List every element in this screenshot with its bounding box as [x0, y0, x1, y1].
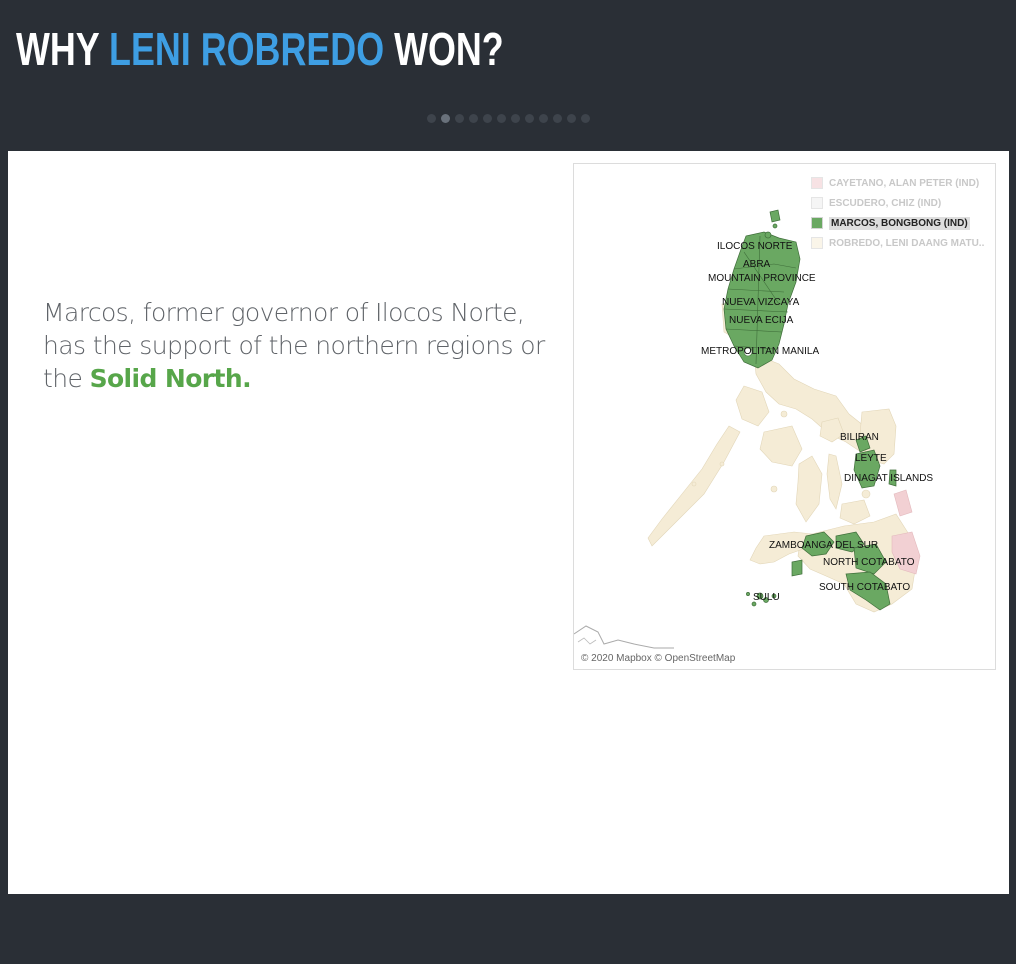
map-canvas[interactable]	[574, 164, 996, 670]
story-caption: Marcos, former governor of Ilocos Norte,…	[43, 296, 553, 395]
panay-island	[759, 425, 803, 467]
story-panel: Marcos, former governor of Ilocos Norte,…	[8, 151, 1009, 894]
legend-swatch	[811, 177, 823, 189]
story-point-dot[interactable]	[483, 114, 492, 123]
south-cotabato-province	[845, 571, 891, 611]
story-highlight: Solid North.	[89, 364, 252, 393]
label-dinagat-islands: DINAGAT ISLANDS	[844, 473, 934, 484]
title-prefix: WHY	[16, 23, 110, 75]
siargao-island	[861, 489, 871, 499]
story-point-dot[interactable]	[497, 114, 506, 123]
dinagat-province	[888, 469, 897, 487]
north-cotabato-province	[853, 543, 887, 575]
label-biliran: BILIRAN	[840, 432, 879, 443]
story-point-dot[interactable]	[553, 114, 562, 123]
cebu-island	[826, 453, 843, 510]
borneo-coastline	[577, 637, 597, 645]
zamboanga-del-sur-province	[801, 531, 835, 557]
label-north-cotabato: NORTH COTABATO	[823, 557, 915, 568]
legend-label: CAYETANO, ALAN PETER (IND)	[829, 177, 980, 189]
map-legend[interactable]: CAYETANO, ALAN PETER (IND) ESCUDERO, CHIZ…	[811, 173, 984, 253]
border-line	[727, 288, 785, 293]
zamboanga-tip-province	[791, 559, 803, 577]
province-borders	[723, 235, 797, 365]
romblon-island	[780, 410, 788, 418]
border-line	[723, 308, 789, 313]
story-point-dot[interactable]	[469, 114, 478, 123]
legend-swatch	[811, 237, 823, 249]
label-nueva-vizcaya: NUEVA VIZCAYA	[722, 297, 800, 308]
map-attribution[interactable]: © 2020 Mapbox © OpenStreetMap	[581, 653, 736, 664]
sulu-island-3	[751, 601, 757, 607]
guimaras-island	[770, 485, 778, 493]
cuyo-island	[719, 461, 725, 467]
story-point-dot[interactable]	[441, 114, 450, 123]
label-south-cotabato: SOUTH COTABATO	[819, 582, 911, 593]
manila-marker	[743, 347, 753, 357]
story-point-dot[interactable]	[539, 114, 548, 123]
surigao-del-sur	[893, 489, 913, 517]
sulu-island-4	[771, 593, 777, 599]
sulu-island-5	[746, 592, 750, 596]
story-point-dot[interactable]	[427, 114, 436, 123]
label-metropolitan-manila: METROPOLITAN MANILA	[701, 346, 820, 357]
philippines-election-map[interactable]: CAYETANO, ALAN PETER (IND) ESCUDERO, CHIZ…	[573, 163, 996, 670]
story-point-dot[interactable]	[455, 114, 464, 123]
sulu-island-1	[756, 592, 764, 600]
legend-label: MARCOS, BONGBONG (IND)	[829, 216, 970, 230]
legend-label: ROBREDO, LENI DAANG MATU..	[829, 237, 985, 249]
header: WHY LENI ROBREDO WON?	[0, 0, 1016, 150]
biliran-province	[855, 435, 871, 453]
story-point-dot[interactable]	[567, 114, 576, 123]
legend-item[interactable]: ESCUDERO, CHIZ (IND)	[811, 193, 984, 213]
mindoro-island	[735, 385, 770, 427]
legend-label: ESCUDERO, CHIZ (IND)	[829, 197, 942, 209]
label-leyte: LEYTE	[855, 453, 887, 464]
title-highlight: LENI ROBREDO	[109, 23, 385, 75]
babuyan-islands	[769, 209, 781, 223]
legend-item[interactable]: CAYETANO, ALAN PETER (IND)	[811, 173, 984, 193]
sulu-island-2	[763, 597, 769, 603]
page-title: WHY LENI ROBREDO WON?	[16, 22, 504, 76]
legend-swatch	[811, 217, 823, 229]
borneo-coastline	[574, 625, 674, 649]
border-line	[755, 235, 761, 365]
bohol-island	[839, 499, 871, 525]
border-line	[743, 251, 780, 305]
label-nueva-ecija: NUEVA ECIJA	[729, 315, 794, 326]
calamian-island	[691, 481, 697, 487]
border-line	[733, 263, 797, 270]
story-text: Marcos, former governor of Ilocos Norte,…	[43, 298, 545, 393]
legend-swatch	[811, 197, 823, 209]
negros-island	[795, 455, 823, 523]
label-ilocos-norte: ILOCOS NORTE	[717, 241, 793, 252]
legend-item[interactable]: ROBREDO, LENI DAANG MATU..	[811, 233, 984, 253]
story-point-dot[interactable]	[525, 114, 534, 123]
story-point-dot[interactable]	[511, 114, 520, 123]
title-suffix: WON?	[384, 23, 504, 75]
story-point-navigator	[427, 114, 590, 123]
legend-item[interactable]: MARCOS, BONGBONG (IND)	[811, 213, 984, 233]
label-zamboanga-del-sur: ZAMBOANGA DEL SUR	[769, 540, 879, 551]
label-sulu: SULU	[753, 592, 780, 603]
zamboanga-peninsula	[749, 531, 813, 565]
label-mountain-province: MOUNTAIN PROVINCE	[708, 273, 816, 284]
masbate-island	[819, 417, 845, 443]
story-point-dot[interactable]	[581, 114, 590, 123]
leyte-province	[853, 449, 881, 489]
marcos-provinces	[723, 209, 897, 611]
davao-region	[891, 531, 921, 575]
border-line	[725, 328, 783, 333]
batanes-island	[772, 223, 778, 229]
cayetano-provinces	[891, 489, 921, 575]
border-line	[733, 345, 775, 350]
label-abra: ABRA	[743, 259, 771, 270]
calayan-island	[764, 231, 772, 239]
